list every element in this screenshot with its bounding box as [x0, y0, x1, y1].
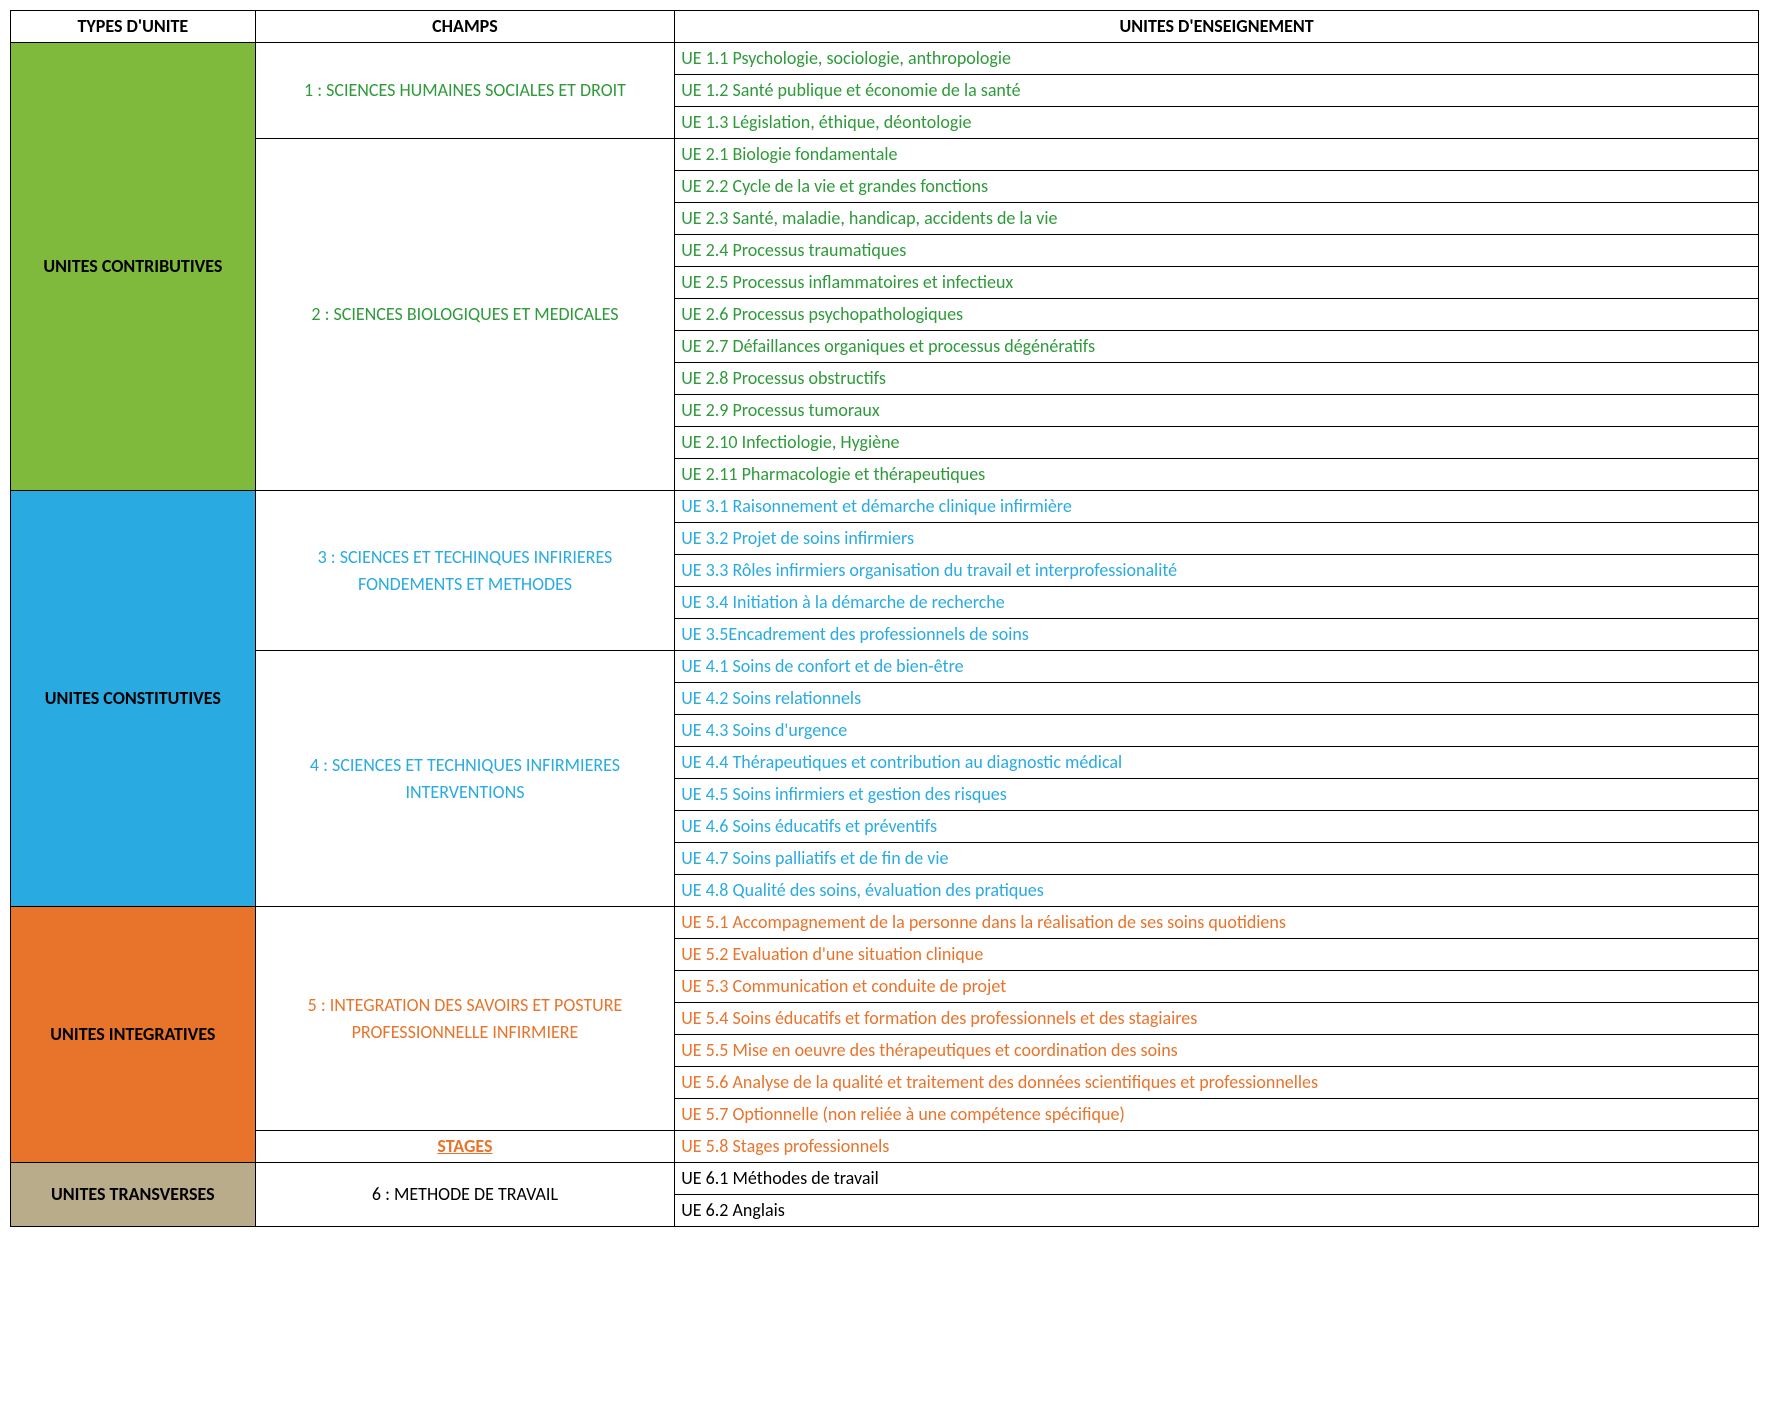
- type-transverses: UNITES TRANSVERSES: [11, 1163, 256, 1227]
- ue-2-8: UE 2.8 Processus obstructifs: [675, 363, 1759, 395]
- ue-2-5: UE 2.5 Processus inflammatoires et infec…: [675, 267, 1759, 299]
- header-row: TYPES D'UNITE CHAMPS UNITES D'ENSEIGNEME…: [11, 11, 1759, 43]
- ue-2-1: UE 2.1 Biologie fondamentale: [675, 139, 1759, 171]
- ue-5-2: UE 5.2 Evaluation d'une situation cliniq…: [675, 939, 1759, 971]
- ue-4-4: UE 4.4 Thérapeutiques et contribution au…: [675, 747, 1759, 779]
- ue-6-2: UE 6.2 Anglais: [675, 1195, 1759, 1227]
- champ-6: 6 : METHODE DE TRAVAIL: [255, 1163, 675, 1227]
- ue-5-1: UE 5.1 Accompagnement de la personne dan…: [675, 907, 1759, 939]
- ue-2-2: UE 2.2 Cycle de la vie et grandes foncti…: [675, 171, 1759, 203]
- ue-4-3: UE 4.3 Soins d'urgence: [675, 715, 1759, 747]
- champ-3: 3 : SCIENCES ET TECHINQUES INFIRIERESFON…: [255, 491, 675, 651]
- curriculum-table: TYPES D'UNITE CHAMPS UNITES D'ENSEIGNEME…: [10, 10, 1759, 1227]
- ue-2-6: UE 2.6 Processus psychopathologiques: [675, 299, 1759, 331]
- header-champs: CHAMPS: [255, 11, 675, 43]
- ue-5-8: UE 5.8 Stages professionnels: [675, 1131, 1759, 1163]
- ue-5-4: UE 5.4 Soins éducatifs et formation des …: [675, 1003, 1759, 1035]
- table-row: STAGES UE 5.8 Stages professionnels: [11, 1131, 1759, 1163]
- ue-1-3: UE 1.3 Législation, éthique, déontologie: [675, 107, 1759, 139]
- ue-2-10: UE 2.10 Infectiologie, Hygiène: [675, 427, 1759, 459]
- type-contributives: UNITES CONTRIBUTIVES: [11, 43, 256, 491]
- ue-4-6: UE 4.6 Soins éducatifs et préventifs: [675, 811, 1759, 843]
- ue-4-8: UE 4.8 Qualité des soins, évaluation des…: [675, 875, 1759, 907]
- header-types: TYPES D'UNITE: [11, 11, 256, 43]
- champ-stages: STAGES: [255, 1131, 675, 1163]
- ue-5-7: UE 5.7 Optionnelle (non reliée à une com…: [675, 1099, 1759, 1131]
- ue-4-5: UE 4.5 Soins infirmiers et gestion des r…: [675, 779, 1759, 811]
- type-constitutives: UNITES CONSTITUTIVES: [11, 491, 256, 907]
- ue-5-6: UE 5.6 Analyse de la qualité et traiteme…: [675, 1067, 1759, 1099]
- champ-5: 5 : INTEGRATION DES SAVOIRS ET POSTURE P…: [255, 907, 675, 1131]
- ue-2-9: UE 2.9 Processus tumoraux: [675, 395, 1759, 427]
- ue-3-4: UE 3.4 Initiation à la démarche de reche…: [675, 587, 1759, 619]
- ue-1-1: UE 1.1 Psychologie, sociologie, anthropo…: [675, 43, 1759, 75]
- ue-3-3: UE 3.3 Rôles infirmiers organisation du …: [675, 555, 1759, 587]
- ue-3-2: UE 3.2 Projet de soins infirmiers: [675, 523, 1759, 555]
- ue-2-4: UE 2.4 Processus traumatiques: [675, 235, 1759, 267]
- champ-1: 1 : SCIENCES HUMAINES SOCIALES ET DROIT: [255, 43, 675, 139]
- ue-5-5: UE 5.5 Mise en oeuvre des thérapeutiques…: [675, 1035, 1759, 1067]
- type-integratives: UNITES INTEGRATIVES: [11, 907, 256, 1163]
- champ-4: 4 : SCIENCES ET TECHNIQUES INFIRMIERESIN…: [255, 651, 675, 907]
- table-row: UNITES INTEGRATIVES 5 : INTEGRATION DES …: [11, 907, 1759, 939]
- ue-2-3: UE 2.3 Santé, maladie, handicap, acciden…: [675, 203, 1759, 235]
- ue-6-1: UE 6.1 Méthodes de travail: [675, 1163, 1759, 1195]
- ue-2-11: UE 2.11 Pharmacologie et thérapeutiques: [675, 459, 1759, 491]
- ue-2-7: UE 2.7 Défaillances organiques et proces…: [675, 331, 1759, 363]
- ue-4-7: UE 4.7 Soins palliatifs et de fin de vie: [675, 843, 1759, 875]
- ue-4-2: UE 4.2 Soins relationnels: [675, 683, 1759, 715]
- champ-2: 2 : SCIENCES BIOLOGIQUES ET MEDICALES: [255, 139, 675, 491]
- header-ue: UNITES D'ENSEIGNEMENT: [675, 11, 1759, 43]
- ue-1-2: UE 1.2 Santé publique et économie de la …: [675, 75, 1759, 107]
- table-row: UNITES CONTRIBUTIVES 1 : SCIENCES HUMAIN…: [11, 43, 1759, 75]
- table-row: UNITES CONSTITUTIVES 3 : SCIENCES ET TEC…: [11, 491, 1759, 523]
- ue-3-1: UE 3.1 Raisonnement et démarche clinique…: [675, 491, 1759, 523]
- table-row: 4 : SCIENCES ET TECHNIQUES INFIRMIERESIN…: [11, 651, 1759, 683]
- ue-4-1: UE 4.1 Soins de confort et de bien-être: [675, 651, 1759, 683]
- ue-5-3: UE 5.3 Communication et conduite de proj…: [675, 971, 1759, 1003]
- table-row: 2 : SCIENCES BIOLOGIQUES ET MEDICALES UE…: [11, 139, 1759, 171]
- ue-3-5: UE 3.5Encadrement des professionnels de …: [675, 619, 1759, 651]
- table-row: UNITES TRANSVERSES 6 : METHODE DE TRAVAI…: [11, 1163, 1759, 1195]
